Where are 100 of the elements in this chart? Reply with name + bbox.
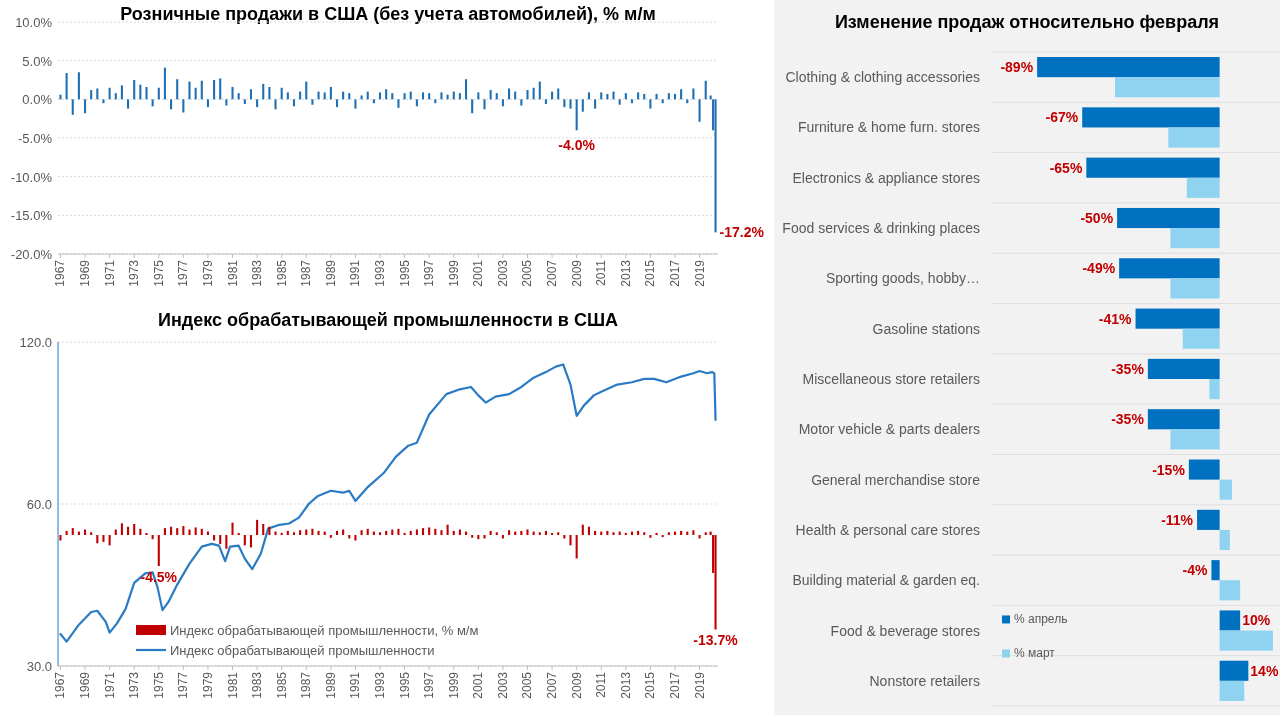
bar bbox=[661, 535, 664, 538]
x-tick-label: 2007 bbox=[545, 671, 560, 699]
bar bbox=[348, 93, 351, 100]
bar bbox=[714, 535, 717, 630]
bar bbox=[329, 86, 332, 100]
bar bbox=[274, 99, 277, 110]
bar bbox=[59, 94, 62, 100]
bar bbox=[311, 528, 314, 536]
legend-label: Индекс обрабатывающей промышленности, % м/м bbox=[170, 623, 479, 638]
x-tick-label: 2001 bbox=[471, 671, 486, 699]
x-tick-label: 1969 bbox=[78, 259, 93, 287]
x-tick-label: 1967 bbox=[53, 671, 68, 699]
x-tick-label: 2011 bbox=[594, 259, 609, 286]
bar bbox=[120, 523, 123, 536]
bar bbox=[1170, 228, 1220, 249]
bar bbox=[231, 86, 234, 100]
chart-title: Изменение продаж относительно февраля bbox=[834, 12, 1220, 32]
bar bbox=[709, 95, 712, 100]
bar bbox=[237, 532, 240, 536]
bar bbox=[280, 532, 283, 536]
x-tick-label: 2007 bbox=[545, 259, 560, 287]
bar bbox=[680, 89, 683, 100]
bar bbox=[575, 99, 578, 131]
bar bbox=[661, 99, 664, 104]
bar bbox=[249, 535, 253, 548]
bar bbox=[415, 99, 418, 107]
bar bbox=[667, 93, 670, 100]
x-tick-label: 1983 bbox=[250, 671, 265, 699]
bar bbox=[397, 528, 400, 536]
bar bbox=[698, 99, 701, 122]
x-tick-label: 1993 bbox=[373, 259, 388, 287]
bar bbox=[163, 528, 166, 536]
bar bbox=[1082, 107, 1220, 128]
bar bbox=[256, 519, 259, 536]
bar bbox=[581, 524, 584, 536]
bar bbox=[176, 79, 179, 100]
bar bbox=[77, 72, 80, 100]
bar bbox=[182, 99, 185, 113]
bar bbox=[495, 93, 498, 100]
bar bbox=[71, 528, 74, 536]
bar bbox=[483, 99, 486, 110]
x-tick-label: 1991 bbox=[348, 259, 363, 287]
bar bbox=[323, 92, 326, 100]
bar bbox=[1197, 509, 1220, 530]
y-tick-label: -10.0% bbox=[10, 169, 53, 185]
bar bbox=[471, 535, 474, 538]
bar bbox=[569, 99, 572, 109]
x-tick-label: 2015 bbox=[643, 259, 658, 287]
bar bbox=[458, 93, 461, 100]
bar bbox=[637, 92, 640, 100]
data-label: -11% bbox=[1161, 511, 1194, 528]
bar bbox=[145, 532, 148, 536]
bar bbox=[102, 535, 105, 542]
x-tick-label: 1983 bbox=[250, 259, 265, 287]
data-label: -35% bbox=[1111, 360, 1145, 377]
x-tick-label: 2001 bbox=[471, 259, 486, 287]
y-tick-label: 10.0% bbox=[15, 15, 53, 30]
bar bbox=[262, 523, 265, 536]
bar bbox=[280, 87, 283, 100]
bar bbox=[329, 535, 332, 538]
bar bbox=[354, 99, 357, 109]
bar bbox=[532, 87, 535, 100]
bar bbox=[237, 93, 240, 100]
bar bbox=[133, 523, 136, 536]
bar bbox=[667, 532, 670, 536]
bar bbox=[120, 85, 123, 100]
y-tick-label: Furniture & home furn. stores bbox=[797, 119, 980, 136]
bar bbox=[163, 67, 166, 100]
bar bbox=[1219, 580, 1241, 601]
bar bbox=[268, 526, 271, 536]
data-label: 10% bbox=[1242, 612, 1271, 629]
bar bbox=[188, 529, 191, 536]
bar bbox=[96, 535, 99, 544]
bar bbox=[655, 532, 658, 536]
x-tick-label: 2015 bbox=[643, 671, 658, 699]
x-tick-label: 1981 bbox=[225, 671, 240, 699]
bar bbox=[630, 99, 634, 104]
bar bbox=[292, 99, 296, 107]
x-tick-label: 2017 bbox=[667, 259, 682, 287]
bar bbox=[225, 535, 228, 549]
bar bbox=[1147, 358, 1220, 379]
bar bbox=[1170, 429, 1220, 450]
x-tick-label: 1991 bbox=[348, 671, 363, 699]
bar bbox=[446, 524, 449, 536]
y-tick-label: Food & beverage stores bbox=[830, 622, 980, 639]
x-tick-label: 1989 bbox=[323, 671, 338, 699]
x-tick-label: 2003 bbox=[495, 671, 510, 699]
bar bbox=[538, 81, 541, 100]
bar bbox=[569, 535, 572, 546]
y-tick-label: -5.0% bbox=[18, 131, 53, 146]
bar bbox=[378, 92, 382, 100]
bar bbox=[127, 526, 130, 536]
bar bbox=[600, 92, 603, 100]
bar bbox=[403, 532, 406, 536]
data-label: -65% bbox=[1049, 159, 1083, 176]
bar bbox=[299, 530, 302, 536]
y-tick-label: Food services & drinking places bbox=[782, 220, 980, 237]
bar bbox=[1209, 379, 1220, 400]
data-label: -41% bbox=[1098, 310, 1133, 327]
bar bbox=[643, 532, 646, 536]
